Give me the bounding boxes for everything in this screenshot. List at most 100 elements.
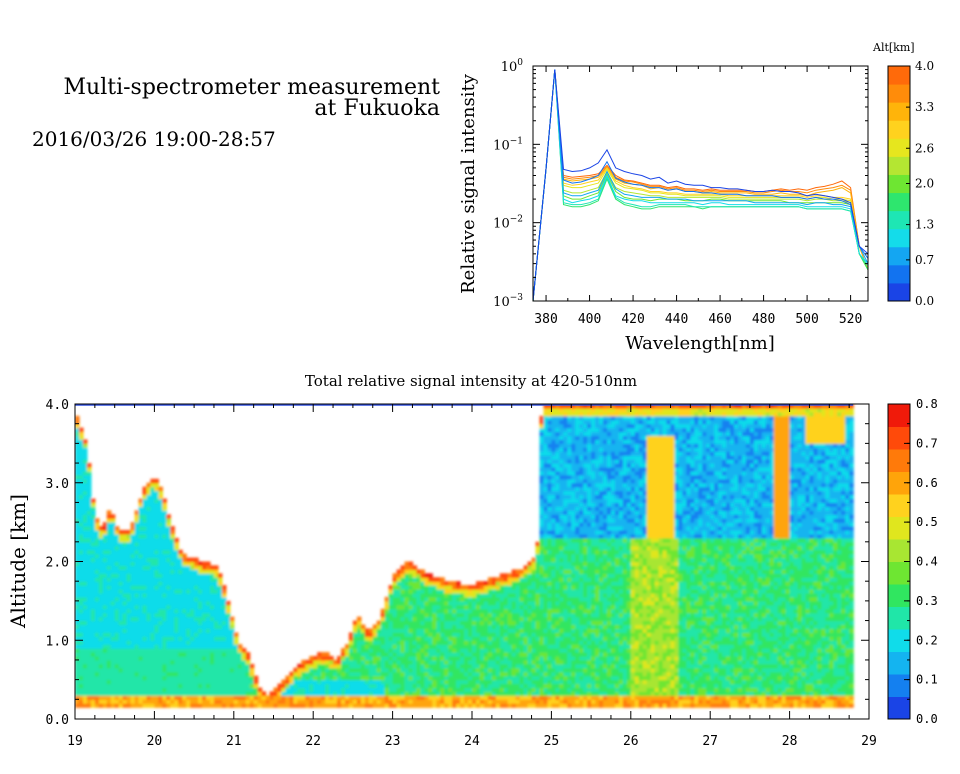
heatmap-cell bbox=[540, 577, 545, 582]
heatmap-cell bbox=[234, 668, 239, 673]
heatmap-cell bbox=[162, 688, 167, 693]
heatmap-cell bbox=[420, 672, 425, 677]
heatmap-cell bbox=[575, 695, 580, 700]
heatmap-cell bbox=[154, 487, 159, 492]
heatmap-cell bbox=[178, 562, 183, 567]
heatmap-cell bbox=[393, 672, 398, 677]
heatmap-cell bbox=[369, 648, 374, 653]
heatmap-cell bbox=[170, 660, 175, 665]
heatmap-cell bbox=[83, 534, 88, 539]
heatmap-cell bbox=[178, 676, 183, 681]
heatmap-cell bbox=[460, 656, 465, 661]
heatmap-cell bbox=[508, 699, 513, 704]
heatmap-cell bbox=[230, 703, 235, 708]
heatmap-cell bbox=[496, 585, 501, 590]
heatmap-cell bbox=[131, 565, 136, 570]
heatmap-cell bbox=[409, 668, 414, 673]
heatmap-cell bbox=[99, 676, 104, 681]
heatmap-cell bbox=[349, 695, 354, 700]
heatmap-cell bbox=[99, 695, 104, 700]
heatmap-cell bbox=[547, 479, 552, 484]
heatmap-cell bbox=[520, 573, 525, 578]
heatmap-cell bbox=[428, 617, 433, 622]
heatmap-cell bbox=[150, 680, 155, 685]
heatmap-cell bbox=[579, 609, 584, 614]
heatmap-cell bbox=[162, 558, 167, 563]
heatmap-cell bbox=[83, 558, 88, 563]
heatmap-cell bbox=[377, 699, 382, 704]
heatmap-cell bbox=[432, 632, 437, 637]
heatmap-cell bbox=[587, 432, 592, 437]
heatmap-cell bbox=[540, 648, 545, 653]
heatmap-cell bbox=[154, 518, 159, 523]
heatmap-cell bbox=[170, 546, 175, 551]
heatmap-cell bbox=[405, 581, 410, 586]
header: Multi-spectrometer measurement at Fukuok… bbox=[32, 75, 440, 151]
heatmap-cell bbox=[150, 546, 155, 551]
heatmap-cell bbox=[409, 593, 414, 598]
heatmap-cell bbox=[536, 695, 541, 700]
heatmap-cell bbox=[389, 699, 394, 704]
heatmap-cell bbox=[91, 605, 96, 610]
heatmap-cell bbox=[579, 581, 584, 586]
heatmap-cell bbox=[210, 589, 215, 594]
heatmap-cell bbox=[540, 699, 545, 704]
heatmap-cell bbox=[500, 644, 505, 649]
heatmap-cell bbox=[182, 562, 187, 567]
heatmap-cell bbox=[182, 554, 187, 559]
heatmap-cell bbox=[206, 636, 211, 641]
heatmap-cell bbox=[416, 601, 421, 606]
heatmap-cell bbox=[190, 695, 195, 700]
heatmap-cell bbox=[150, 660, 155, 665]
heatmap-cell bbox=[103, 636, 108, 641]
heatmap-cell bbox=[111, 534, 116, 539]
heatmap-cell bbox=[448, 621, 453, 626]
heatmap-cell bbox=[444, 652, 449, 657]
heatmap-cell bbox=[393, 660, 398, 665]
heatmap-cell bbox=[377, 703, 382, 708]
heatmap-cell bbox=[222, 664, 227, 669]
heatmap-cell bbox=[166, 644, 171, 649]
heatmap-cell bbox=[472, 652, 477, 657]
heatmap-cell bbox=[567, 597, 572, 602]
heatmap-cell bbox=[559, 660, 564, 665]
heatmap-cell bbox=[230, 691, 235, 696]
heatmap-cell bbox=[444, 703, 449, 708]
heatmap-cell bbox=[540, 510, 545, 515]
heatmap-cell bbox=[353, 691, 358, 696]
heatmap-cell bbox=[111, 688, 116, 693]
heatmap-cell bbox=[540, 656, 545, 661]
heatmap-cell bbox=[551, 475, 556, 480]
heatmap-cell bbox=[154, 625, 159, 630]
heatmap-cell bbox=[139, 680, 144, 685]
heatmap-cell bbox=[166, 688, 171, 693]
heatmap-cell bbox=[361, 680, 366, 685]
heatmap-cell bbox=[369, 668, 374, 673]
heatmap-cell bbox=[87, 688, 92, 693]
heatmap-cell bbox=[416, 632, 421, 637]
heatmap-cell bbox=[365, 688, 370, 693]
heatmap-cell bbox=[432, 613, 437, 618]
heatmap-cell bbox=[484, 613, 489, 618]
heatmap-cell bbox=[75, 447, 80, 452]
heatmap-cell bbox=[83, 648, 88, 653]
heatmap-cell bbox=[103, 565, 108, 570]
heatmap-cell bbox=[559, 467, 564, 472]
heatmap-cell bbox=[579, 577, 584, 582]
heatmap-cell bbox=[75, 530, 80, 535]
heatmap-cell bbox=[393, 688, 398, 693]
heatmap-cell bbox=[587, 455, 592, 460]
heatmap-cell bbox=[79, 432, 84, 437]
heatmap-cell bbox=[547, 443, 552, 448]
heatmap-cell bbox=[551, 597, 556, 602]
heatmap-cell bbox=[83, 597, 88, 602]
heatmap-cell bbox=[301, 691, 306, 696]
heatmap-cell bbox=[123, 632, 128, 637]
heatmap-cell bbox=[472, 680, 477, 685]
heatmap-cell bbox=[150, 483, 155, 488]
heatmap-cell bbox=[123, 668, 128, 673]
heatmap-cell bbox=[218, 676, 223, 681]
heatmap-cell bbox=[115, 680, 120, 685]
heatmap-cell bbox=[547, 459, 552, 464]
heatmap-cell bbox=[313, 676, 318, 681]
